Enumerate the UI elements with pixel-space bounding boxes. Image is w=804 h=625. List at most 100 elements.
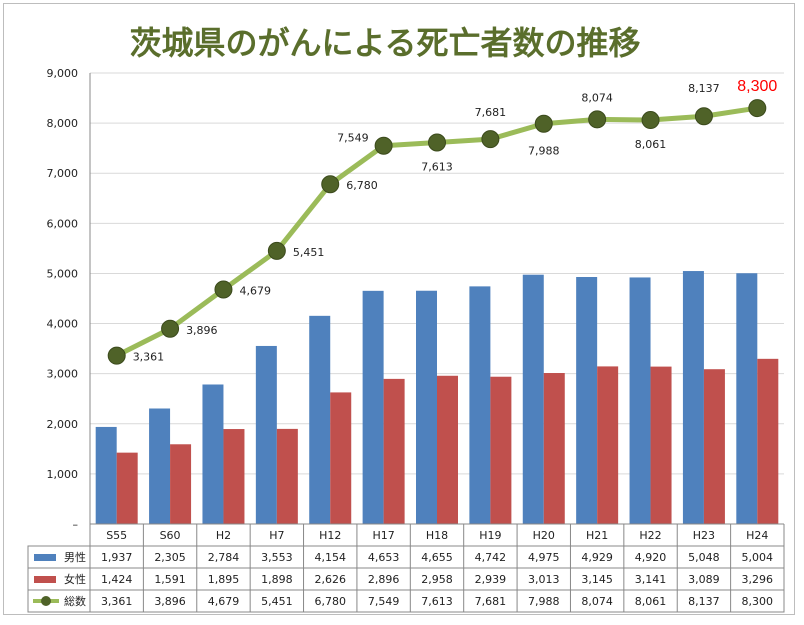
line-point	[694, 107, 713, 126]
line-point	[748, 99, 767, 118]
total-label: 8,061	[635, 138, 667, 151]
chart-frame	[3, 3, 795, 615]
bar-male	[149, 408, 171, 524]
table-cell: 4,653	[368, 551, 400, 564]
table-cell: 5,048	[688, 551, 720, 564]
x-tick-label: H12	[319, 529, 341, 542]
total-label: 6,780	[346, 179, 378, 192]
line-point	[428, 133, 446, 152]
table-cell: 5,004	[742, 551, 774, 564]
table-cell: 2,784	[208, 551, 240, 564]
y-tick-label: 2,000	[47, 418, 79, 431]
table-cell: 3,361	[101, 595, 133, 608]
total-label: 7,681	[475, 106, 507, 119]
total-label: 7,613	[421, 161, 453, 174]
y-tick-label: 9,000	[47, 67, 79, 80]
x-tick-label: H18	[426, 529, 448, 542]
bar-female	[223, 429, 245, 524]
legend-label: 男性	[64, 550, 86, 564]
table-cell: 4,655	[421, 551, 453, 564]
table-cell: 3,141	[635, 573, 667, 586]
total-label: 3,361	[133, 351, 165, 364]
line-point	[374, 136, 393, 155]
line-point	[161, 319, 180, 338]
bar-female	[383, 378, 405, 524]
bar-male	[416, 290, 437, 524]
table-cell: 7,613	[421, 595, 453, 608]
bars	[95, 271, 779, 524]
line-point	[321, 175, 340, 194]
x-tick-label: H20	[533, 529, 555, 542]
y-axis: – 1,000 2,000 3,000 4,000 5,000 6,000 7,000 8,00…	[47, 67, 91, 531]
legend-swatch	[34, 554, 56, 561]
table-cell: 4,742	[475, 551, 507, 564]
total-label: 7,549	[337, 132, 369, 145]
table-border	[27, 545, 785, 613]
total-line	[107, 99, 767, 365]
total-label: 8,074	[581, 91, 613, 104]
table-cell: 3,145	[581, 573, 613, 586]
bar-female	[543, 373, 565, 524]
x-tick-label: H24	[746, 529, 768, 542]
table-cell: 8,137	[688, 595, 720, 608]
x-tick-label: H21	[586, 529, 608, 542]
bar-female	[757, 358, 779, 524]
line-point	[107, 346, 126, 365]
bar-female	[437, 375, 458, 524]
total-label: 5,451	[293, 246, 325, 259]
table-cell: 7,549	[368, 595, 400, 608]
x-tick-label: H19	[479, 529, 501, 542]
bar-female	[116, 452, 138, 524]
table-cell: 8,074	[581, 595, 613, 608]
bar-female	[170, 444, 192, 524]
total-label: 8,137	[688, 82, 720, 95]
y-tick-label: 5,000	[47, 267, 79, 280]
bar-male	[522, 274, 544, 524]
table-cell: 2,939	[475, 573, 507, 586]
bar-male	[362, 290, 384, 524]
table-cell: 5,451	[261, 595, 293, 608]
table-cell: 3,296	[742, 573, 774, 586]
total-label: 4,679	[239, 285, 271, 298]
table-cell: 4,929	[581, 551, 613, 564]
table-cell: 2,896	[368, 573, 400, 586]
line-point	[214, 280, 233, 299]
table-cell: 7,988	[528, 595, 560, 608]
bar-male	[95, 426, 117, 524]
table-cell: 8,300	[742, 595, 774, 608]
y-tick-label: 7,000	[47, 167, 79, 180]
table-cell: 3,089	[688, 573, 720, 586]
table-cell: 1,895	[208, 573, 240, 586]
table-cell: 4,679	[208, 595, 240, 608]
table-cell: 1,591	[154, 573, 186, 586]
y-tick-label: 1,000	[47, 468, 79, 481]
line-point	[588, 110, 607, 129]
y-tick-label: –	[73, 518, 79, 531]
bar-female	[597, 366, 619, 524]
data-labels: 3,361 3,896 4,679 5,451 6,780 7,549 7,613 7,681…	[133, 78, 778, 363]
total-label-highlight: 8,300	[737, 78, 777, 95]
table-cell: 4,975	[528, 551, 560, 564]
bar-male	[255, 345, 277, 524]
table-cell: 2,626	[314, 573, 346, 586]
bar-male	[469, 286, 491, 524]
table-cell: 3,896	[154, 595, 186, 608]
legend-label: 総数	[64, 594, 86, 608]
table-cell: 1,424	[101, 573, 133, 586]
legend-label: 女性	[64, 572, 86, 586]
line-point	[481, 130, 500, 149]
table-cell: 3,013	[528, 573, 560, 586]
table-cell: 8,061	[635, 595, 667, 608]
x-tick-label: H17	[372, 529, 394, 542]
bar-female	[650, 366, 672, 524]
x-tick-label: H23	[693, 529, 715, 542]
y-tick-label: 4,000	[47, 318, 79, 331]
bar-female	[330, 392, 352, 524]
bar-male	[629, 277, 651, 524]
table-cell: 4,920	[635, 551, 667, 564]
bar-male	[682, 271, 704, 524]
y-tick-label: 3,000	[47, 368, 79, 381]
legend-swatch-marker	[41, 596, 51, 606]
table-cell: 7,681	[475, 595, 507, 608]
